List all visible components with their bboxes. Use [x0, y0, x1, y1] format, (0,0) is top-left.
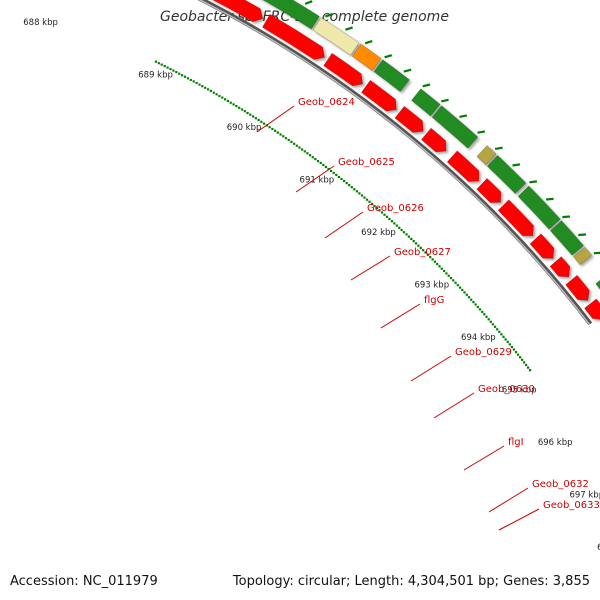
- gene-leader-line: [488, 487, 529, 513]
- gene-label: Geob_0627: [394, 247, 451, 258]
- kbp-labels: 688 kbp 689 kbp 690 kbp 691 kbp 692 kbp 693 k…: [23, 18, 600, 553]
- outer-tick-mark: [304, 0, 313, 5]
- kbp-tick-label: 693 kbp: [414, 281, 449, 291]
- reverse-strand-features: [262, 0, 600, 290]
- gene-leader-line: [410, 355, 452, 382]
- forward-cds-arrow: [476, 177, 502, 203]
- gene-label: Geob_0625: [338, 157, 395, 168]
- gene-leader-line: [256, 105, 295, 133]
- kbp-tick-label: 696 kbp: [538, 438, 573, 448]
- forward-cds-arrow: [261, 13, 325, 60]
- gene-label: flgI: [508, 437, 524, 448]
- genome-backbone: [197, 0, 593, 326]
- forward-strand-features: [212, 0, 600, 320]
- forward-cds-arrow: [584, 298, 600, 320]
- outer-tick-mark: [477, 130, 486, 134]
- outer-tick-mark: [545, 197, 554, 201]
- reverse-cds-block: [549, 220, 584, 256]
- gene-leader-line: [350, 255, 391, 281]
- outer-tick-mark: [422, 83, 431, 88]
- gene-leader-line: [498, 508, 540, 531]
- gene-leader-line: [295, 165, 335, 193]
- outer-tick-mark: [364, 40, 373, 45]
- forward-cds-arrow: [497, 199, 534, 237]
- gene-label: Geob_0626: [367, 203, 424, 214]
- reverse-cds-block: [411, 88, 441, 117]
- reverse-cds-block: [476, 145, 497, 166]
- kbp-tick-label: 689 kbp: [138, 71, 173, 81]
- forward-cds-arrow: [446, 150, 480, 182]
- gene-label: Geob_0624: [298, 97, 355, 108]
- forward-cds-arrow: [529, 233, 555, 259]
- kbp-tick-label: 692 kbp: [361, 228, 396, 238]
- outer-tick-mark: [578, 233, 586, 237]
- reverse-cds-block: [431, 105, 479, 149]
- gene-leader-line: [463, 445, 505, 471]
- gene-label-layer: Geob_0624 Geob_0625 Geob_0626 Geob_0627 flgG…: [256, 97, 600, 531]
- outer-tick-mark: [529, 180, 538, 184]
- kbp-tick-label: 697 kbp: [569, 491, 600, 501]
- kbp-tick-label: 690 kbp: [227, 123, 262, 133]
- topology-text: Topology: circular; Length: 4,304,501 bp…: [232, 574, 590, 589]
- accession-text: Accession: NC_011979: [10, 574, 158, 589]
- gene-leader-line: [433, 392, 475, 419]
- gene-leader-line: [324, 211, 364, 239]
- forward-cds-arrow: [323, 52, 363, 87]
- reverse-cds-block: [573, 246, 593, 266]
- backbone-layer: [197, 0, 593, 326]
- outer-tick-mark: [325, 13, 333, 18]
- gene-leader-line: [380, 303, 421, 329]
- kbp-tick-layer: 688 kbp 689 kbp 690 kbp 691 kbp 692 kbp 693 k…: [23, 18, 600, 553]
- forward-cds-arrow: [212, 0, 264, 23]
- kbp-tick-label: 695 kbp: [502, 386, 537, 396]
- kbp-tick-label: 691 kbp: [300, 176, 335, 186]
- outer-tick-mark: [562, 215, 570, 219]
- kbp-tick-label: 694 kbp: [461, 333, 496, 343]
- reverse-cds-block: [595, 279, 600, 290]
- forward-cds-arrow: [549, 256, 571, 278]
- outer-tick-mark: [384, 54, 393, 59]
- gene-label: Geob_0632: [532, 479, 589, 490]
- outer-tick-mark: [440, 98, 449, 103]
- outer-tick-mark: [345, 26, 353, 31]
- gene-label: flgG: [424, 295, 444, 306]
- gene-label: Geob_0633: [543, 500, 600, 511]
- kbp-tick-label: 698 kbp: [597, 543, 600, 553]
- reverse-cds-block: [486, 154, 527, 194]
- outer-tick-mark: [494, 146, 503, 150]
- outer-tick-mark: [459, 114, 468, 118]
- forward-cds-arrow: [565, 274, 590, 301]
- forward-cds-arrow: [394, 105, 424, 133]
- outer-tick-mark: [403, 68, 412, 73]
- kbp-tick-label: 688 kbp: [23, 18, 58, 28]
- reverse-cds-block: [262, 0, 320, 30]
- forward-cds-arrow: [360, 79, 397, 112]
- forward-cds-arrow: [420, 127, 447, 153]
- outer-tick-mark: [512, 163, 521, 167]
- gene-label: Geob_0629: [455, 347, 512, 358]
- reverse-cds-block: [517, 185, 561, 230]
- reverse-cds-block: [312, 17, 360, 56]
- gene-label: Geob_0630: [478, 384, 535, 395]
- reverse-cds-block: [351, 43, 382, 72]
- reverse-cds-block: [373, 59, 410, 93]
